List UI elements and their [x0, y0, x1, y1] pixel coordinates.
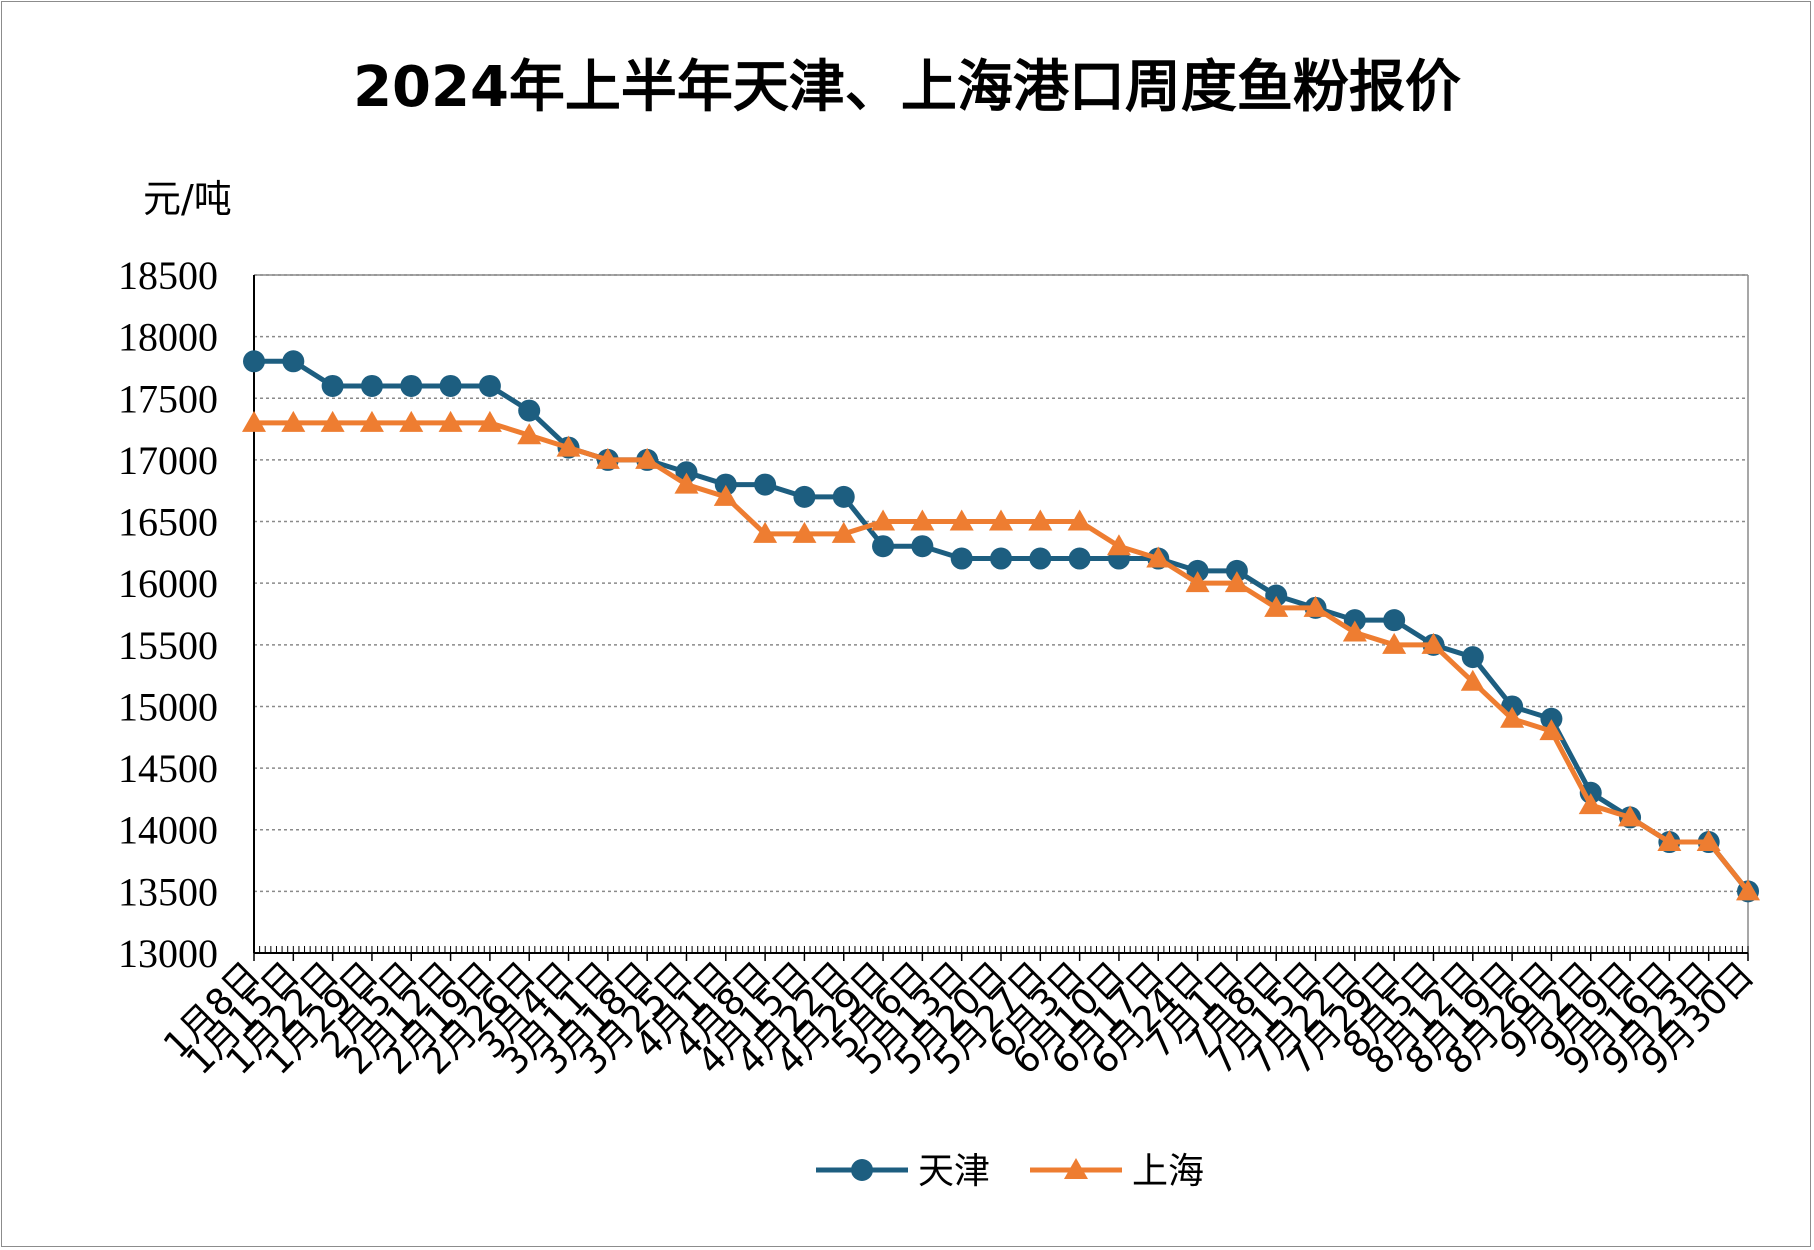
data-point-shanghai [792, 521, 817, 543]
data-point-tianjin [1265, 584, 1288, 607]
legend-label-tianjin: 天津 [918, 1151, 990, 1192]
x-tick-labels: 1月8日1月15日1月22日1月29日2月5日2月12日2月19日2月26日3月… [156, 954, 1762, 1082]
data-point-tianjin [1461, 646, 1484, 669]
y-tick-label: 15000 [118, 684, 218, 729]
data-point-tianjin [1068, 547, 1091, 570]
data-point-shanghai [281, 410, 306, 432]
data-point-shanghai [1067, 509, 1092, 531]
data-point-shanghai [1736, 879, 1760, 901]
data-point-shanghai [399, 410, 424, 432]
y-tick-label: 16500 [118, 500, 218, 545]
data-point-shanghai [1342, 620, 1367, 642]
legend-marker-tianjin [851, 1159, 873, 1181]
data-point-shanghai [753, 521, 778, 543]
data-point-shanghai [949, 509, 974, 531]
y-tick-label: 17000 [118, 438, 218, 483]
y-tick-label: 17500 [118, 376, 218, 421]
data-point-tianjin [793, 485, 816, 508]
data-point-tianjin [478, 374, 501, 397]
data-point-shanghai [242, 410, 266, 432]
y-tick-label: 18000 [118, 315, 218, 360]
data-point-shanghai [1303, 595, 1328, 617]
y-tick-label: 16000 [118, 561, 218, 606]
data-point-shanghai [1618, 805, 1643, 827]
data-point-shanghai [1106, 534, 1131, 556]
data-point-tianjin [400, 374, 423, 397]
legend: 天津 上海 [816, 1151, 1204, 1192]
data-point-tianjin [1029, 547, 1052, 570]
data-point-tianjin [1383, 609, 1406, 632]
data-point-tianjin [518, 399, 541, 422]
gridlines [254, 274, 1748, 893]
data-point-shanghai [438, 410, 463, 432]
data-point-shanghai [1224, 571, 1249, 593]
data-point-shanghai [1421, 632, 1446, 654]
data-point-shanghai [674, 472, 699, 494]
series-line-shanghai [254, 420, 1750, 893]
legend-label-shanghai: 上海 [1132, 1151, 1204, 1192]
data-point-tianjin [321, 374, 344, 397]
data-point-tianjin [282, 350, 305, 373]
legend-marker-shanghai [1064, 1158, 1088, 1179]
data-point-tianjin [1225, 559, 1248, 582]
data-point-shanghai [556, 435, 581, 457]
data-point-tianjin [360, 374, 383, 397]
data-point-tianjin [990, 547, 1012, 570]
data-point-shanghai [1460, 669, 1485, 691]
y-tick-label: 14000 [118, 808, 218, 853]
data-point-tianjin [911, 535, 934, 558]
data-point-shanghai [1696, 830, 1721, 852]
data-point-shanghai [871, 509, 896, 531]
data-point-shanghai [910, 509, 935, 531]
data-point-shanghai [1578, 793, 1603, 815]
data-point-tianjin [872, 535, 895, 558]
data-point-tianjin [950, 547, 973, 570]
data-point-shanghai [989, 509, 1013, 531]
data-point-shanghai [595, 447, 620, 469]
data-point-tianjin [754, 473, 777, 496]
data-point-shanghai [1185, 571, 1210, 593]
data-point-tianjin [1186, 559, 1209, 582]
data-point-shanghai [635, 447, 660, 469]
y-tick-label: 13500 [118, 869, 218, 914]
y-tick-label: 15500 [118, 623, 218, 668]
data-point-tianjin [439, 374, 462, 397]
data-point-tianjin [675, 461, 698, 484]
data-point-shanghai [320, 410, 345, 432]
y-tick-label: 14500 [118, 746, 218, 791]
chart-title: 2024年上半年天津、上海港口周度鱼粉报价 [353, 55, 1461, 120]
data-point-shanghai [1539, 719, 1564, 741]
data-point-shanghai [713, 484, 738, 506]
data-point-shanghai [517, 423, 542, 445]
y-tick-label: 18500 [118, 253, 218, 298]
data-point-shanghai [477, 410, 502, 432]
data-point-shanghai [1146, 546, 1171, 568]
data-point-tianjin [1540, 707, 1563, 730]
series-lines [242, 350, 1760, 903]
data-point-tianjin [832, 485, 855, 508]
y-tick-label: 13000 [118, 931, 218, 976]
data-point-shanghai [1657, 830, 1682, 852]
data-point-tianjin [1343, 609, 1366, 632]
data-point-shanghai [1500, 706, 1525, 728]
data-point-tianjin [243, 350, 265, 373]
data-point-shanghai [1382, 632, 1407, 654]
data-point-tianjin [714, 473, 737, 496]
data-point-shanghai [831, 521, 856, 543]
data-point-shanghai [1264, 595, 1289, 617]
y-axis-unit-label: 元/吨 [143, 177, 232, 221]
series-line-tianjin [254, 358, 1750, 893]
y-tick-labels: 13000 13500 14000 14500 15000 15500 16000 16500… [118, 253, 218, 976]
data-point-shanghai [1028, 509, 1053, 531]
axes [253, 274, 1749, 961]
data-point-shanghai [359, 410, 384, 432]
